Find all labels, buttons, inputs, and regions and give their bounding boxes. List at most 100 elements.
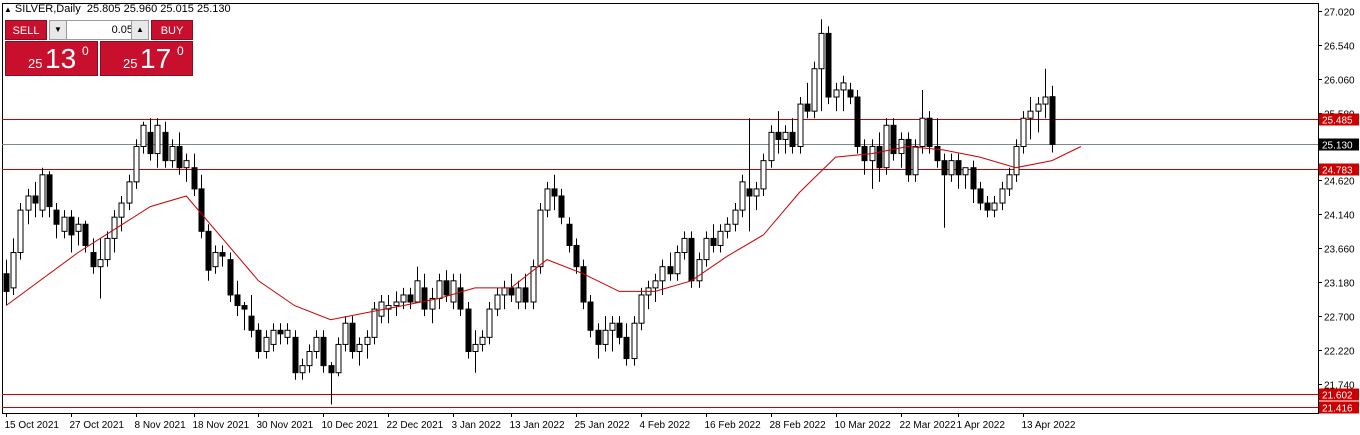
candle-body: [472, 343, 479, 352]
candle-body: [284, 329, 291, 338]
candle: [551, 174, 558, 211]
candle: [515, 280, 522, 310]
candle: [212, 245, 219, 274]
x-tick-label: 3 Jan 2022: [452, 420, 502, 431]
candle: [1020, 111, 1027, 154]
x-tick-label: 27 Oct 2021: [70, 420, 125, 431]
current-price-label: 25.130: [1322, 141, 1353, 152]
candle-body: [919, 117, 926, 147]
current-price-tag: [1319, 138, 1359, 151]
candle: [205, 224, 212, 281]
candle: [645, 280, 652, 310]
candle-body: [1020, 117, 1027, 147]
candle: [710, 224, 717, 253]
candle: [631, 316, 638, 366]
candle: [68, 210, 75, 253]
candle-body: [926, 117, 933, 147]
candle-body: [789, 131, 796, 148]
candle-body: [25, 195, 32, 211]
y-tick-label: 26.060: [1324, 76, 1355, 87]
price-level-label: 21.416: [1322, 404, 1353, 415]
candle-body: [768, 131, 775, 162]
candle: [320, 330, 327, 373]
candle: [609, 316, 616, 352]
candle: [292, 330, 299, 380]
candle-body: [717, 230, 724, 246]
candle-body: [234, 294, 241, 307]
lot-increase-icon[interactable]: ▲: [131, 21, 148, 39]
y-tick-label: 23.180: [1324, 279, 1355, 290]
lot-decrease-icon[interactable]: ▼: [50, 21, 67, 39]
candle-body: [1027, 110, 1034, 119]
candle-body: [364, 336, 371, 345]
candle-body: [508, 287, 515, 296]
candle: [10, 238, 17, 295]
candle-body: [573, 244, 580, 268]
candle-body: [436, 280, 443, 299]
candle: [501, 280, 508, 310]
candle: [90, 238, 97, 274]
y-tick-label: 21.740: [1324, 381, 1355, 392]
candle-body: [183, 160, 190, 169]
candle: [248, 294, 255, 338]
candle: [414, 266, 421, 303]
price-level-tag: [1319, 388, 1359, 401]
candle: [17, 203, 24, 260]
candle: [898, 132, 905, 168]
candle: [797, 97, 804, 154]
candle-body: [652, 280, 659, 289]
candle-body: [248, 315, 255, 331]
candle-body: [328, 365, 335, 374]
sell-button[interactable]: SELL: [5, 20, 47, 40]
candle: [154, 118, 161, 168]
candle: [75, 217, 82, 246]
candle: [717, 224, 724, 253]
candle-body: [501, 287, 508, 296]
buy-price-fraction: 0: [177, 44, 184, 58]
candle-body: [1013, 146, 1020, 176]
candle: [732, 203, 739, 232]
candle: [818, 19, 825, 112]
sell-price-prefix: 25: [28, 56, 43, 71]
candle-body: [371, 308, 378, 338]
candle-body: [494, 294, 501, 310]
candle-body: [227, 259, 234, 296]
x-tick-label: 1 Apr 2022: [957, 420, 1006, 431]
candle-body: [962, 167, 969, 176]
candle: [3, 259, 10, 306]
buy-price-box[interactable]: 25 17 0: [100, 41, 193, 76]
candle-body: [746, 188, 753, 197]
candle: [696, 252, 703, 288]
candle: [869, 139, 876, 189]
candle-body: [277, 329, 284, 335]
candle: [227, 252, 234, 303]
candle-body: [457, 287, 464, 310]
candle: [804, 82, 811, 119]
buy-button[interactable]: BUY: [151, 20, 193, 40]
y-tick-label: 27.020: [1324, 8, 1355, 19]
candle: [97, 238, 104, 299]
candle: [595, 323, 602, 359]
candle: [32, 181, 39, 218]
sell-price-box[interactable]: 25 13 0: [5, 41, 98, 76]
x-tick-label: 10 Dec 2021: [322, 420, 379, 431]
candle-body: [847, 89, 854, 98]
candle: [299, 358, 306, 380]
candle-body: [61, 216, 68, 232]
sell-price-main: 13: [45, 43, 77, 74]
candle-body: [407, 294, 414, 303]
candle: [984, 195, 991, 218]
lot-size-input[interactable]: [67, 22, 135, 38]
candle: [833, 82, 840, 112]
candle-body: [429, 297, 436, 310]
candle-body: [775, 131, 782, 140]
price-level-tag: [1319, 401, 1359, 414]
candle: [393, 291, 400, 317]
candle-body: [876, 146, 883, 169]
candle: [25, 188, 32, 225]
candle-body: [515, 287, 522, 303]
candle-body: [991, 202, 998, 211]
candle: [703, 231, 710, 267]
candle: [955, 153, 962, 189]
